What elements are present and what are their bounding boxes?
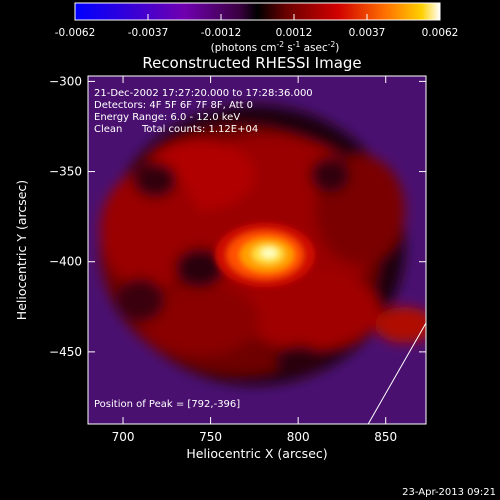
colorbar-ticks: -0.0062 -0.0037 -0.0012 0.0012 0.0037 0.0062 xyxy=(55,14,459,39)
x-tick-label: 750 xyxy=(199,430,222,444)
colorbar-tick-label: 0.0037 xyxy=(349,27,386,39)
peak-position-text: Position of Peak = [792,-396] xyxy=(94,399,240,410)
chart-title: Reconstructed RHESSI Image xyxy=(142,54,361,72)
colorbar-tick-label: 0.0062 xyxy=(422,27,459,39)
y-axis-ticks: −300 −350 −400 −450 xyxy=(49,74,426,359)
x-axis-label: Heliocentric X (arcsec) xyxy=(186,446,327,461)
colorbar-tick-label: -0.0062 xyxy=(55,27,96,39)
method-text: Clean xyxy=(94,124,122,135)
footer-date: 23-Apr-2013 09:21 xyxy=(402,487,496,498)
total-counts-text: Total counts: 1.12E+04 xyxy=(141,124,258,135)
colorbar-unit-label: (photons cm-2 s-1 asec-2) xyxy=(211,40,340,54)
colorbar: -0.0062 -0.0037 -0.0012 0.0012 0.0037 0.0062 … xyxy=(55,2,459,54)
detectors-text: Detectors: 4F 5F 6F 7F 8F, Att 0 xyxy=(94,100,253,111)
energy-range-text: Energy Range: 6.0 - 12.0 keV xyxy=(94,112,240,123)
x-tick-label: 700 xyxy=(112,430,135,444)
rhessi-image xyxy=(88,76,426,424)
plot-frame xyxy=(87,75,427,425)
info-annotation: 21-Dec-2002 17:27:20.000 to 17:28:36.000… xyxy=(94,88,313,410)
colorbar-tick-label: 0.0012 xyxy=(276,27,313,39)
x-tick-label: 800 xyxy=(287,430,310,444)
colorbar-gradient xyxy=(74,2,441,21)
solar-limb-line xyxy=(367,322,426,424)
y-tick-label: −400 xyxy=(49,255,82,269)
time-range-text: 21-Dec-2002 17:27:20.000 to 17:28:36.000 xyxy=(94,88,313,99)
y-tick-label: −350 xyxy=(49,165,82,179)
y-tick-label: −450 xyxy=(49,345,82,359)
colorbar-tick-label: -0.0012 xyxy=(201,27,242,39)
colorbar-tick-label: -0.0037 xyxy=(128,27,169,39)
y-tick-label: −300 xyxy=(49,74,82,88)
x-tick-label: 850 xyxy=(374,430,397,444)
y-axis-label: Heliocentric Y (arcsec) xyxy=(14,180,29,320)
x-axis-ticks: 700 750 800 850 xyxy=(112,76,397,444)
